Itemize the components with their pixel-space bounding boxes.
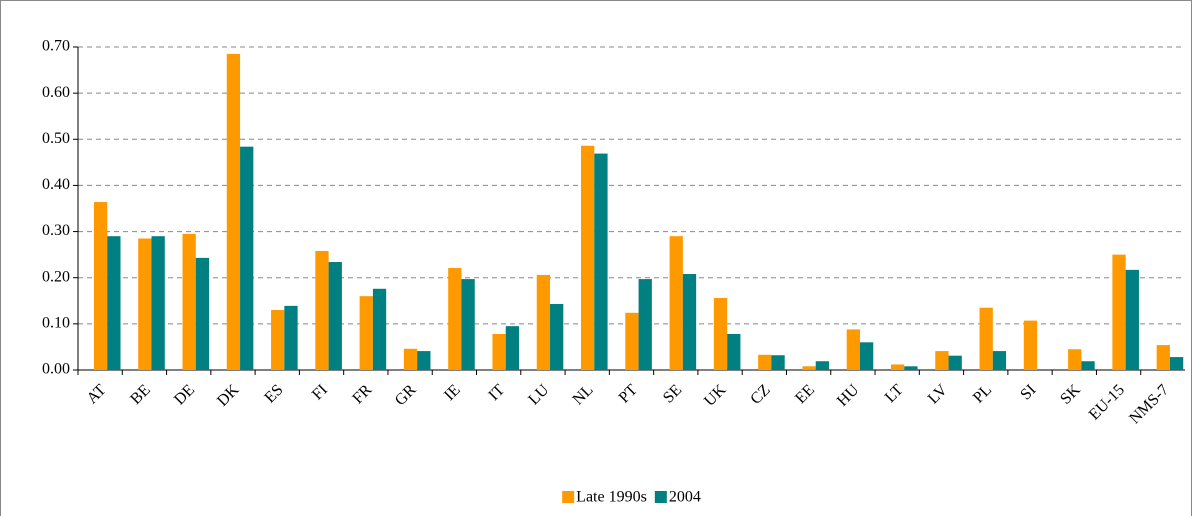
bar	[625, 312, 639, 370]
bar	[226, 53, 241, 371]
y-tick-label: 0.30	[42, 222, 70, 239]
bar	[935, 351, 949, 370]
bar	[859, 342, 874, 370]
bar	[448, 268, 462, 370]
bar	[315, 250, 329, 370]
bar	[1156, 345, 1170, 370]
bar	[461, 279, 475, 370]
bar	[713, 298, 728, 370]
y-tick-label: 0.10	[42, 315, 70, 332]
bar	[890, 364, 905, 370]
bar	[195, 257, 210, 370]
y-tick-label: 0.70	[42, 38, 70, 55]
bar	[758, 354, 772, 370]
y-tick-label: 0.00	[42, 361, 70, 378]
bar	[1169, 357, 1184, 370]
legend: Late 1990s 2004	[562, 489, 701, 506]
bar	[948, 355, 962, 370]
bar	[536, 274, 551, 370]
bar	[93, 202, 108, 370]
bar	[1112, 254, 1126, 370]
y-tick-label: 0.40	[42, 176, 70, 193]
bar	[328, 262, 342, 370]
bar	[550, 304, 564, 370]
legend-label: Late 1990s	[576, 489, 647, 506]
bar	[1068, 349, 1082, 370]
y-tick-label: 0.20	[42, 268, 70, 285]
bar	[682, 274, 697, 370]
bar	[107, 236, 121, 370]
bar	[904, 366, 918, 370]
bar	[771, 355, 785, 370]
bar	[182, 233, 196, 370]
bar	[727, 334, 741, 370]
bar	[846, 329, 860, 370]
bar	[581, 145, 595, 370]
bar	[594, 153, 608, 370]
bar	[284, 305, 298, 370]
y-tick-label: 0.60	[42, 84, 70, 101]
bar	[403, 348, 418, 370]
bar	[372, 288, 387, 370]
legend-label: 2004	[669, 489, 701, 506]
bar	[1081, 361, 1095, 370]
bar	[1023, 320, 1038, 370]
bar	[271, 310, 285, 370]
bar	[1125, 269, 1139, 370]
bar	[417, 351, 431, 370]
legend-swatch	[654, 491, 667, 503]
bar	[669, 236, 683, 370]
bar	[815, 361, 829, 370]
bar	[992, 351, 1007, 370]
y-tick-label: 0.50	[42, 130, 70, 147]
bar	[802, 366, 816, 370]
bar	[638, 279, 652, 370]
legend-swatch	[562, 491, 575, 503]
bar	[359, 296, 373, 370]
bar	[151, 236, 165, 370]
bar	[240, 146, 254, 370]
bar	[492, 334, 506, 370]
bar	[138, 238, 152, 370]
bar	[505, 326, 520, 370]
bar	[979, 307, 993, 370]
